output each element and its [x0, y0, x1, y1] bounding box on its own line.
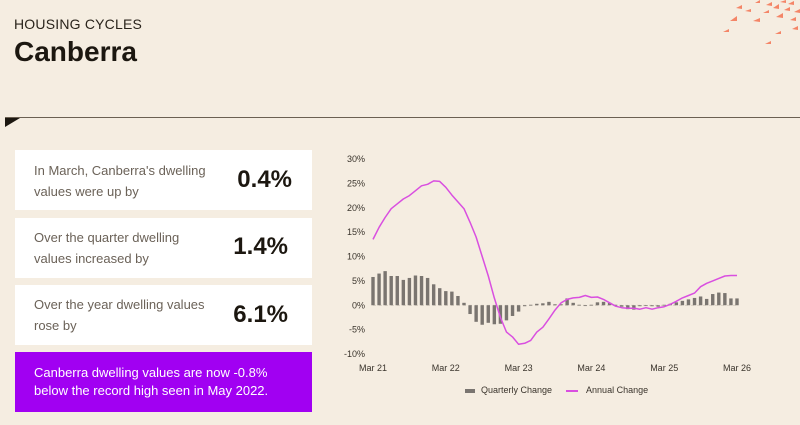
x-tick-label: Mar 21 [359, 363, 387, 373]
record-high-callout: Canberra dwelling values are now -0.8% b… [15, 352, 312, 412]
x-tick-label: Mar 25 [650, 363, 678, 373]
y-tick-label: 0% [352, 300, 365, 310]
legend-item-quarterly: Quarterly Change [465, 385, 552, 395]
y-tick-label: 15% [347, 227, 365, 237]
x-tick-label: Mar 24 [577, 363, 605, 373]
y-tick-label: 5% [352, 276, 365, 286]
section-divider [5, 117, 800, 118]
housing-cycle-chart: 30% 25% 20% 15% 10% 5% 0% -5% -10% Mar 21 Mar 22 Ma… [344, 154, 751, 373]
x-tick-label: Mar 23 [505, 363, 533, 373]
stat-card-monthly: In March, Canberra's dwelling values wer… [15, 150, 312, 210]
stat-label-annual: Over the year dwelling values rose by [34, 297, 205, 333]
header-eyebrow: HOUSING CYCLES [14, 16, 143, 32]
legend-item-annual: Annual Change [566, 385, 648, 395]
chart-legend: Quarterly Change Annual Change [465, 385, 648, 395]
stat-card-quarterly: Over the quarter dwelling values increas… [15, 218, 312, 278]
y-tick-label: 20% [347, 203, 365, 213]
callout-text: Canberra dwelling values are now -0.8% b… [34, 365, 269, 398]
y-tick-label: 30% [347, 154, 365, 164]
y-tick-label: -5% [349, 325, 365, 335]
stat-value-monthly: 0.4% [237, 166, 292, 193]
bird-flock-decoration [723, 0, 800, 44]
x-tick-label: Mar 26 [723, 363, 751, 373]
bar-swatch-icon [465, 388, 475, 393]
stat-label-monthly: In March, Canberra's dwelling values wer… [34, 163, 206, 199]
stat-label-quarterly: Over the quarter dwelling values increas… [34, 230, 180, 266]
stat-card-annual: Over the year dwelling values rose by 6.… [15, 285, 312, 345]
x-tick-label: Mar 22 [432, 363, 460, 373]
stat-value-quarterly: 1.4% [233, 233, 288, 260]
annual-change-line [372, 180, 737, 346]
y-tick-label: -10% [344, 349, 365, 359]
page-title: Canberra [14, 36, 137, 67]
y-tick-label: 25% [347, 178, 365, 188]
stat-value-annual: 6.1% [233, 301, 288, 328]
y-tick-label: 10% [347, 252, 365, 262]
divider-triangle-marker [5, 118, 20, 127]
quarterly-change-bars [371, 271, 739, 325]
line-swatch-icon [566, 389, 579, 392]
